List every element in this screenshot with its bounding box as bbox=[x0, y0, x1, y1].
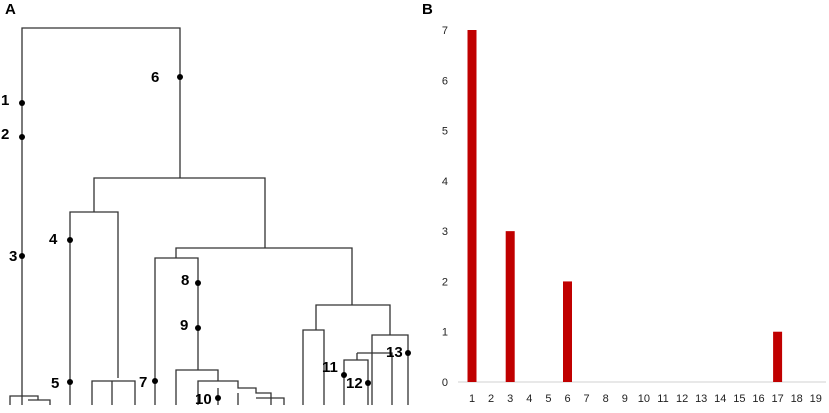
x-tick-label: 9 bbox=[622, 393, 628, 405]
node-label-9: 9 bbox=[180, 317, 188, 334]
node-label-13: 13 bbox=[386, 344, 403, 361]
dot-1 bbox=[19, 100, 25, 106]
dot-9 bbox=[195, 325, 201, 331]
x-tick-label: 4 bbox=[526, 393, 532, 405]
x-tick-label: 10 bbox=[638, 393, 650, 405]
node-label-5: 5 bbox=[51, 375, 59, 392]
x-tick-label: 16 bbox=[752, 393, 764, 405]
x-tick-label: 7 bbox=[584, 393, 590, 405]
node-label-4: 4 bbox=[49, 231, 58, 248]
node-label-7: 7 bbox=[139, 374, 147, 391]
x-tick-label: 11 bbox=[657, 393, 668, 405]
bar bbox=[467, 30, 477, 382]
y-tick-label: 2 bbox=[442, 276, 448, 288]
node-label-1: 1 bbox=[1, 92, 9, 109]
branch-root-leaves bbox=[9, 395, 39, 405]
x-tick-label: 15 bbox=[733, 393, 745, 405]
dot-7 bbox=[152, 378, 158, 384]
bar bbox=[563, 281, 572, 382]
node-label-3: 3 bbox=[9, 248, 17, 265]
x-tick-label: 1 bbox=[469, 393, 475, 405]
y-tick-label: 5 bbox=[442, 126, 448, 138]
x-tick-label: 17 bbox=[771, 393, 783, 405]
x-tick-label: 5 bbox=[545, 393, 551, 405]
branch-level-2 bbox=[93, 177, 266, 248]
dot-11 bbox=[341, 372, 347, 378]
node-label-2: 2 bbox=[1, 126, 9, 143]
branch-root-leaves-b bbox=[28, 399, 51, 405]
x-tick-label: 12 bbox=[676, 393, 688, 405]
branch-leaves-10 bbox=[175, 369, 219, 405]
node-label-10: 10 bbox=[195, 391, 212, 408]
branch-leaf-11-13c bbox=[357, 352, 393, 405]
node-label-12: 12 bbox=[346, 375, 363, 392]
dendrogram bbox=[9, 27, 409, 405]
x-tick-label: 13 bbox=[695, 393, 707, 405]
dot-8 bbox=[195, 280, 201, 286]
dendrogram-dots bbox=[19, 74, 411, 401]
y-tick-label: 1 bbox=[442, 327, 448, 339]
branch-group-11-13 bbox=[315, 304, 391, 335]
x-tick-label: 14 bbox=[714, 393, 726, 405]
dot-12 bbox=[365, 380, 371, 386]
branch-group-7-10 bbox=[154, 257, 199, 405]
branch-root bbox=[21, 27, 181, 405]
x-tick-label: 8 bbox=[603, 393, 609, 405]
branch-leaf-11-13b bbox=[371, 334, 409, 405]
dot-4 bbox=[67, 237, 73, 243]
x-tick-label: 6 bbox=[564, 393, 570, 405]
y-tick-label: 7 bbox=[442, 25, 448, 37]
x-tick-label: 3 bbox=[507, 393, 513, 405]
dot-13 bbox=[405, 350, 411, 356]
y-tick-label: 3 bbox=[442, 226, 448, 238]
branch-leaf-5 bbox=[91, 380, 136, 405]
panel-b-letter: B bbox=[422, 1, 433, 18]
x-tick-label: 2 bbox=[488, 393, 494, 405]
y-tick-label: 4 bbox=[442, 176, 448, 188]
x-tick-label: 18 bbox=[791, 393, 803, 405]
node-label-8: 8 bbox=[181, 272, 189, 289]
dot-2 bbox=[19, 134, 25, 140]
x-tick-label: 19 bbox=[810, 393, 822, 405]
dot-6 bbox=[177, 74, 183, 80]
y-tick-label: 0 bbox=[442, 377, 448, 389]
dot-5 bbox=[67, 379, 73, 385]
bar bbox=[773, 331, 783, 382]
node-label-6: 6 bbox=[151, 69, 159, 86]
branch-leaves-10e bbox=[256, 397, 285, 405]
branch-group-4-5 bbox=[69, 211, 119, 405]
dot-10 bbox=[215, 395, 221, 401]
branch-group-right bbox=[175, 247, 353, 305]
bar bbox=[505, 231, 515, 382]
node-label-11: 11 bbox=[322, 359, 338, 376]
dot-3 bbox=[19, 253, 25, 259]
panel-a-letter: A bbox=[5, 1, 16, 18]
branch-leaf-11-13a bbox=[302, 329, 325, 405]
dendrogram-labels: 1 2 3 4 5 6 7 8 9 10 11 12 13 bbox=[1, 69, 403, 408]
branch-leaves-10b bbox=[197, 380, 272, 405]
y-tick-label: 6 bbox=[442, 75, 448, 87]
